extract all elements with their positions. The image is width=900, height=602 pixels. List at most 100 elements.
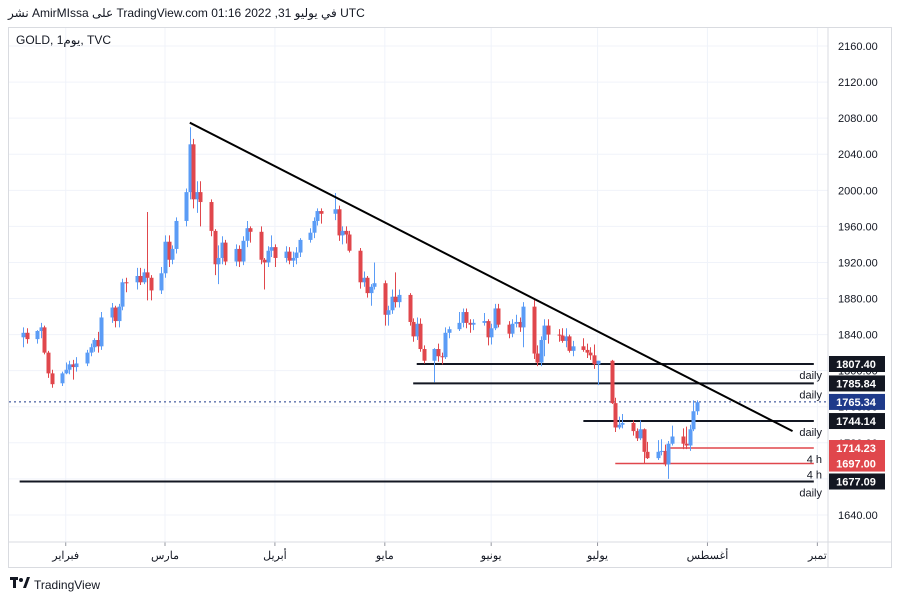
candle — [42, 325, 47, 355]
candle-body — [344, 230, 349, 235]
candle — [390, 289, 395, 314]
candle-body — [486, 321, 491, 338]
candle — [170, 245, 175, 265]
candle — [645, 441, 650, 460]
candle — [89, 343, 94, 357]
y-tick-label: 2000.00 — [838, 185, 878, 197]
symbol-legend[interactable]: GOLD, يوم1, TVC — [16, 33, 112, 47]
level-price-tag — [829, 413, 885, 430]
candle — [535, 345, 540, 367]
candle-body — [585, 349, 590, 353]
candle — [85, 349, 90, 367]
candle — [294, 247, 299, 265]
candle — [464, 308, 469, 329]
candle-body — [532, 306, 537, 354]
candle-body — [507, 324, 512, 334]
candle — [362, 271, 367, 287]
candle — [496, 303, 501, 328]
candle-body — [496, 308, 501, 325]
candle-body — [365, 277, 370, 294]
axis: 1640.001680.001720.001760.001800.001840.… — [9, 28, 892, 568]
candle-body — [642, 429, 647, 452]
candle-body — [539, 340, 544, 363]
candle — [220, 236, 225, 265]
candle-body — [269, 247, 274, 251]
candle-body — [209, 202, 214, 231]
candle — [347, 230, 352, 253]
candle-body — [120, 282, 125, 307]
candle-body — [337, 209, 342, 236]
candle — [92, 338, 97, 352]
candle-body — [631, 422, 636, 432]
x-tick-label: يوليو — [586, 550, 608, 562]
candle-body — [266, 250, 271, 263]
candle-body — [670, 436, 675, 444]
candle-body — [447, 329, 452, 333]
candle — [695, 400, 700, 415]
y-tick-label: 1880.00 — [838, 294, 878, 306]
candle — [369, 284, 374, 306]
candle-body — [273, 247, 278, 258]
candle-body — [596, 360, 601, 365]
candle — [581, 338, 586, 352]
candle — [486, 319, 491, 346]
candle — [269, 235, 274, 258]
candle — [358, 248, 363, 289]
candle — [443, 327, 448, 359]
candle — [596, 360, 601, 386]
candle — [493, 303, 498, 331]
candle-body — [89, 347, 94, 353]
candle-body — [617, 424, 622, 428]
candle — [620, 413, 625, 429]
x-tick-label: تمبر — [807, 550, 827, 562]
grid — [9, 28, 828, 542]
candle — [546, 319, 551, 344]
chart-frame[interactable] — [8, 27, 892, 568]
candle-body — [191, 144, 196, 200]
overlays[interactable] — [189, 121, 794, 432]
candle-body — [659, 450, 664, 452]
candle-body — [124, 282, 129, 284]
candle — [557, 329, 562, 342]
y-tick-label: 2080.00 — [838, 113, 878, 125]
candle — [432, 348, 437, 383]
candle — [67, 360, 72, 375]
candle-body — [312, 220, 317, 233]
level-price-value: 1807.40 — [836, 359, 876, 371]
candle-body — [656, 451, 661, 459]
candle — [188, 127, 193, 200]
candle-body — [184, 192, 189, 221]
candle — [691, 400, 696, 432]
candle — [659, 439, 664, 456]
level-price-tag — [829, 473, 885, 490]
trendline[interactable] — [189, 121, 794, 432]
candle-body — [46, 352, 51, 374]
candle — [337, 205, 342, 241]
candle-body — [21, 332, 26, 338]
candle-body — [457, 322, 462, 330]
candle-body — [592, 355, 597, 365]
x-tick-label: يونيو — [480, 550, 502, 562]
candle — [163, 235, 168, 278]
candle-body — [308, 232, 313, 240]
candle-body — [198, 192, 203, 203]
level-lines[interactable]: 1765.34 1807.40 daily 1785.84 daily 1744.14 da… — [9, 355, 885, 500]
footer[interactable]: TradingView — [10, 577, 100, 592]
candle — [259, 226, 264, 265]
candle-body — [216, 257, 221, 265]
candle — [291, 251, 296, 267]
candle-body — [74, 363, 79, 368]
candle-body — [362, 277, 367, 283]
candle — [610, 359, 615, 405]
candle-body — [390, 296, 395, 311]
candle — [262, 257, 267, 290]
candle — [273, 244, 278, 267]
candle — [408, 293, 413, 326]
candle-body — [142, 272, 147, 283]
level-price-tag — [829, 440, 885, 457]
candle — [510, 319, 515, 338]
candle — [507, 321, 512, 339]
candle — [386, 305, 391, 326]
candle-body — [440, 356, 445, 358]
